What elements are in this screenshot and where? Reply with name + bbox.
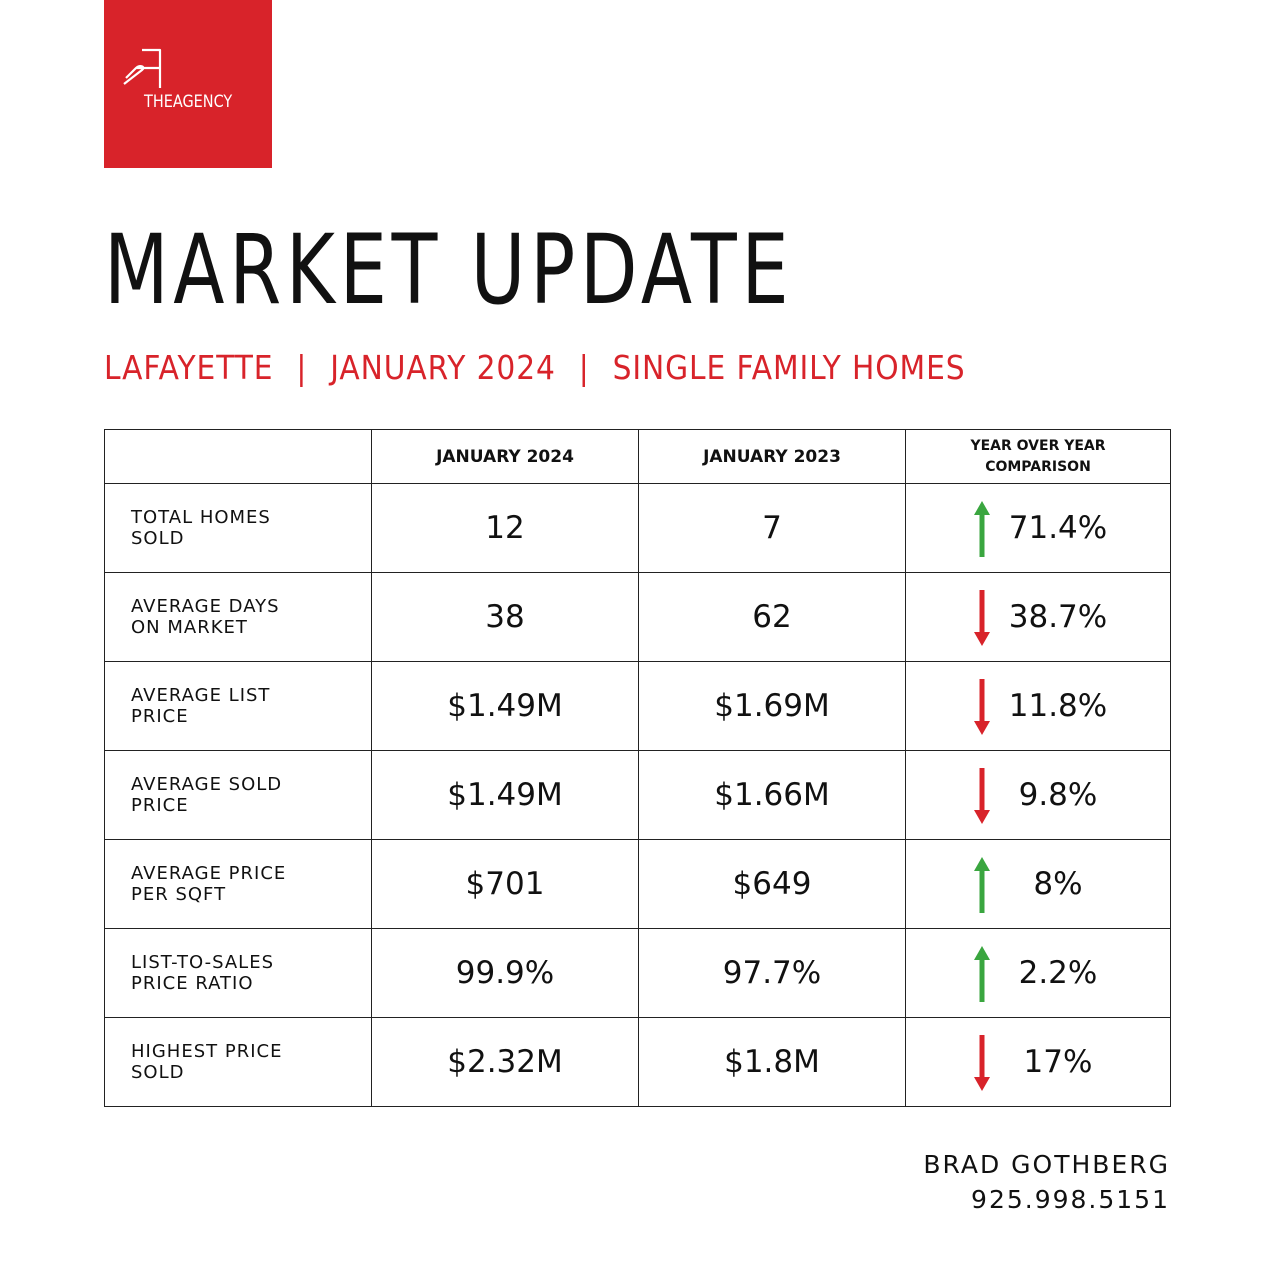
- agency-logo: THEAGENCY: [104, 0, 272, 168]
- subtitle-property-type: SINGLE FAMILY HOMES: [612, 348, 966, 387]
- table-header-row: JANUARY 2024 JANUARY 2023 YEAR OVER YEAR…: [104, 429, 1171, 484]
- yoy-comparison-cell: 38.7%: [905, 572, 1171, 662]
- subtitle-period: JANUARY 2024: [330, 348, 556, 387]
- yoy-comparison-cell: 8%: [905, 839, 1171, 929]
- page-title: MARKET UPDATE: [104, 214, 794, 326]
- subtitle-separator: |: [296, 348, 308, 387]
- arrow-up-icon: [974, 501, 990, 561]
- yoy-comparison-cell: 9.8%: [905, 750, 1171, 840]
- metric-label: AVERAGE PRICE PER SQFT: [104, 839, 372, 929]
- metric-label: AVERAGE LIST PRICE: [104, 661, 372, 751]
- arrow-down-icon: [974, 1035, 990, 1095]
- subtitle-city: LAFAYETTE: [104, 348, 274, 387]
- value-jan-2024: 38: [371, 572, 639, 662]
- table-row: AVERAGE SOLD PRICE $1.49M $1.66M 9.8%: [104, 750, 1171, 840]
- metric-label: LIST-TO-SALES PRICE RATIO: [104, 928, 372, 1018]
- value-jan-2024: $701: [371, 839, 639, 929]
- header-blank: [104, 429, 372, 484]
- agent-name: BRAD GOTHBERG: [923, 1150, 1170, 1179]
- value-jan-2023: $1.8M: [638, 1017, 906, 1107]
- arrow-down-icon: [974, 768, 990, 828]
- value-jan-2023: $1.69M: [638, 661, 906, 751]
- arrow-down-icon: [974, 679, 990, 739]
- agency-logo-mark-icon: [123, 48, 162, 88]
- yoy-change-value: 2.2%: [1018, 955, 1098, 991]
- header-yoy-comparison: YEAR OVER YEAR COMPARISON: [905, 429, 1171, 484]
- page-subtitle: LAFAYETTE | JANUARY 2024 | SINGLE FAMILY…: [104, 348, 966, 387]
- table-row: AVERAGE LIST PRICE $1.49M $1.69M 11.8%: [104, 661, 1171, 751]
- yoy-comparison-cell: 11.8%: [905, 661, 1171, 751]
- table-row: LIST-TO-SALES PRICE RATIO 99.9% 97.7% 2.…: [104, 928, 1171, 1018]
- value-jan-2024: $2.32M: [371, 1017, 639, 1107]
- agent-phone: 925.998.5151: [971, 1185, 1170, 1214]
- yoy-change-value: 9.8%: [1018, 777, 1098, 813]
- value-jan-2024: 12: [371, 483, 639, 573]
- agency-logo-text: THEAGENCY: [144, 92, 233, 112]
- market-stats-table: JANUARY 2024 JANUARY 2023 YEAR OVER YEAR…: [104, 429, 1171, 1107]
- value-jan-2024: $1.49M: [371, 661, 639, 751]
- metric-label: HIGHEST PRICE SOLD: [104, 1017, 372, 1107]
- arrow-up-icon: [974, 946, 990, 1006]
- table-row: AVERAGE PRICE PER SQFT $701 $649 8%: [104, 839, 1171, 929]
- table-row: HIGHEST PRICE SOLD $2.32M $1.8M 17%: [104, 1017, 1171, 1107]
- yoy-change-value: 71.4%: [1008, 510, 1108, 546]
- value-jan-2023: 7: [638, 483, 906, 573]
- yoy-change-value: 38.7%: [1008, 599, 1108, 635]
- metric-label: AVERAGE DAYS ON MARKET: [104, 572, 372, 662]
- agent-contact: BRAD GOTHBERG 925.998.5151: [923, 1150, 1170, 1214]
- value-jan-2024: $1.49M: [371, 750, 639, 840]
- value-jan-2023: $649: [638, 839, 906, 929]
- yoy-change-value: 17%: [1023, 1044, 1093, 1080]
- metric-label: AVERAGE SOLD PRICE: [104, 750, 372, 840]
- yoy-comparison-cell: 2.2%: [905, 928, 1171, 1018]
- table-row: AVERAGE DAYS ON MARKET 38 62 38.7%: [104, 572, 1171, 662]
- yoy-comparison-cell: 71.4%: [905, 483, 1171, 573]
- arrow-down-icon: [974, 590, 990, 650]
- value-jan-2023: 62: [638, 572, 906, 662]
- yoy-change-value: 8%: [1033, 866, 1083, 902]
- value-jan-2024: 99.9%: [371, 928, 639, 1018]
- yoy-change-value: 11.8%: [1008, 688, 1108, 724]
- header-jan-2024: JANUARY 2024: [371, 429, 639, 484]
- yoy-comparison-cell: 17%: [905, 1017, 1171, 1107]
- value-jan-2023: $1.66M: [638, 750, 906, 840]
- arrow-up-icon: [974, 857, 990, 917]
- metric-label: TOTAL HOMES SOLD: [104, 483, 372, 573]
- table-row: TOTAL HOMES SOLD 12 7 71.4%: [104, 483, 1171, 573]
- subtitle-separator: |: [578, 348, 590, 387]
- header-jan-2023: JANUARY 2023: [638, 429, 906, 484]
- value-jan-2023: 97.7%: [638, 928, 906, 1018]
